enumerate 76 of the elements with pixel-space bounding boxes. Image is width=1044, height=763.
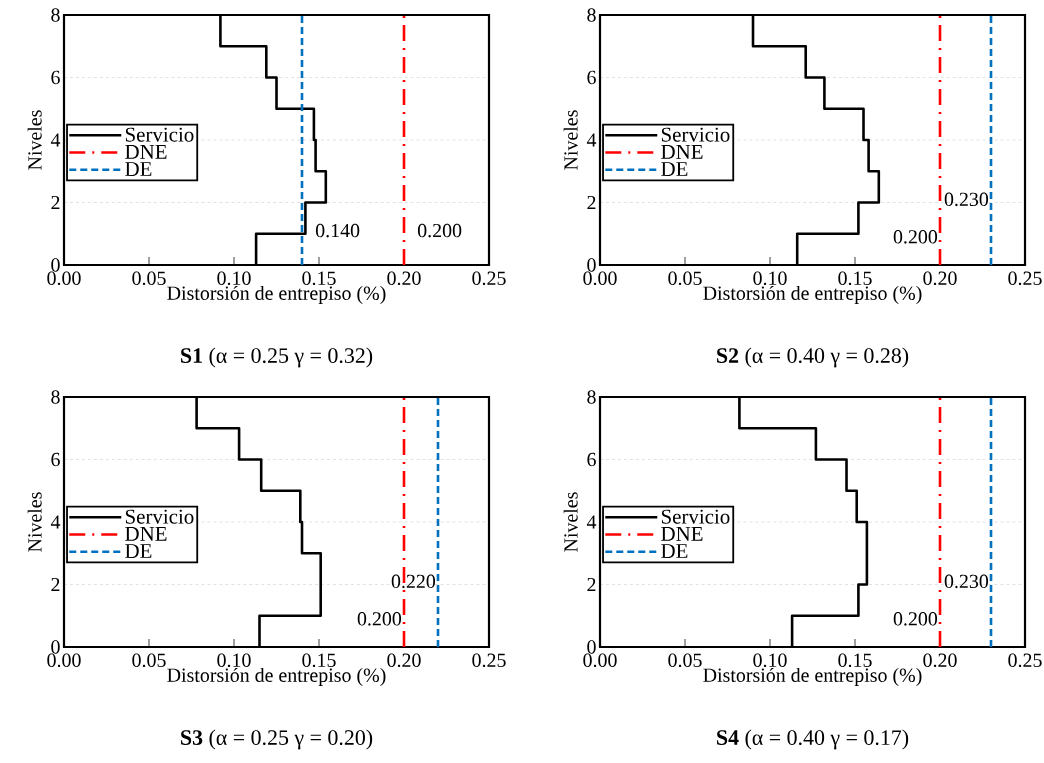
- x-tick-label: 0.15: [838, 653, 872, 668]
- legend-label: DE: [125, 544, 152, 558]
- y-tick-label: 4: [50, 133, 61, 147]
- x-axis-title: Distorsión de entrepiso (%): [703, 285, 922, 304]
- x-tick-label: 0.20: [923, 653, 957, 668]
- y-axis-title: Niveles: [563, 110, 578, 170]
- y-tick-label: 8: [51, 8, 60, 22]
- y-tick-label: 8: [587, 390, 596, 404]
- x-tick-label: 0.25: [472, 271, 506, 286]
- annotation: 0.200: [893, 230, 938, 244]
- x-tick-label: 0.15: [302, 271, 336, 286]
- x-tick-label: 0.20: [387, 271, 421, 286]
- x-axis-title: Distorsión de entrepiso (%): [703, 667, 922, 686]
- legend-label: DNE: [661, 144, 703, 159]
- y-tick-label: 2: [51, 195, 60, 210]
- legend-label: DNE: [125, 144, 167, 159]
- annotation: 0.230: [944, 192, 989, 207]
- legend-label: Servicio: [125, 127, 194, 142]
- x-tick-label: 0.10: [217, 653, 251, 668]
- y-tick-label: 6: [51, 70, 60, 85]
- legend-label: DNE: [661, 526, 703, 541]
- y-tick-label: 0: [51, 258, 60, 272]
- y-tick-label: 8: [587, 8, 596, 22]
- x-axis-title: Distorsión de entrepiso (%): [167, 667, 386, 686]
- y-tick-label: 0: [51, 640, 60, 654]
- annotation: 0.230: [944, 574, 989, 589]
- x-tick-label: 0.25: [472, 653, 506, 668]
- y-tick-label: 6: [587, 70, 596, 85]
- y-tick-label: 8: [51, 390, 60, 404]
- x-tick-label: 0.00: [47, 653, 81, 668]
- x-tick-label: 0.05: [668, 271, 702, 286]
- y-tick-label: 6: [587, 452, 596, 467]
- y-tick-label: 4: [50, 515, 61, 529]
- x-tick-label: 0.10: [217, 271, 251, 286]
- annotation: 0.200: [417, 223, 462, 238]
- y-tick-label: 4: [586, 515, 597, 529]
- x-tick-label: 0.00: [583, 653, 617, 668]
- y-tick-label: 4: [586, 133, 597, 147]
- legend-label: DE: [661, 162, 688, 176]
- y-tick-label: 2: [587, 577, 596, 592]
- legend-label: Servicio: [661, 127, 730, 142]
- x-tick-label: 0.15: [302, 653, 336, 668]
- x-axis-title: Distorsión de entrepiso (%): [167, 285, 386, 304]
- annotation: 0.140: [315, 223, 360, 238]
- x-tick-label: 0.05: [132, 271, 166, 286]
- text: S3 (α = 0.25 γ = 0.20): [181, 729, 373, 750]
- text: S2 (α = 0.40 γ = 0.28): [717, 347, 909, 368]
- annotation: 0.200: [893, 612, 938, 626]
- y-axis-title: Niveles: [27, 492, 42, 552]
- x-tick-label: 0.20: [387, 653, 421, 668]
- text: S4 (α = 0.40 γ = 0.17): [717, 729, 909, 750]
- y-tick-label: 6: [51, 452, 60, 467]
- x-tick-label: 0.25: [1008, 653, 1042, 668]
- y-tick-label: 2: [587, 195, 596, 210]
- x-tick-label: 0.10: [753, 271, 787, 286]
- legend-label: Servicio: [661, 509, 730, 524]
- x-tick-label: 0.00: [47, 271, 81, 286]
- annotation: 0.200: [357, 612, 402, 626]
- x-tick-label: 0.10: [753, 653, 787, 668]
- x-tick-label: 0.05: [132, 653, 166, 668]
- annotation: 0.220: [391, 574, 436, 589]
- legend-label: DNE: [125, 526, 167, 541]
- text: S1 (α = 0.25 γ = 0.32): [181, 347, 373, 368]
- legend-label: Servicio: [125, 509, 194, 524]
- x-tick-label: 0.15: [838, 271, 872, 286]
- x-tick-label: 0.20: [923, 271, 957, 286]
- legend-label: DE: [125, 162, 152, 176]
- legend-label: DE: [661, 544, 688, 558]
- y-tick-label: 0: [587, 258, 596, 272]
- x-tick-label: 0.05: [668, 653, 702, 668]
- y-tick-label: 0: [587, 640, 596, 654]
- y-axis-title: Niveles: [27, 110, 42, 170]
- x-tick-label: 0.25: [1008, 271, 1042, 286]
- y-tick-label: 2: [51, 577, 60, 592]
- x-tick-label: 0.00: [583, 271, 617, 286]
- y-axis-title: Niveles: [563, 492, 578, 552]
